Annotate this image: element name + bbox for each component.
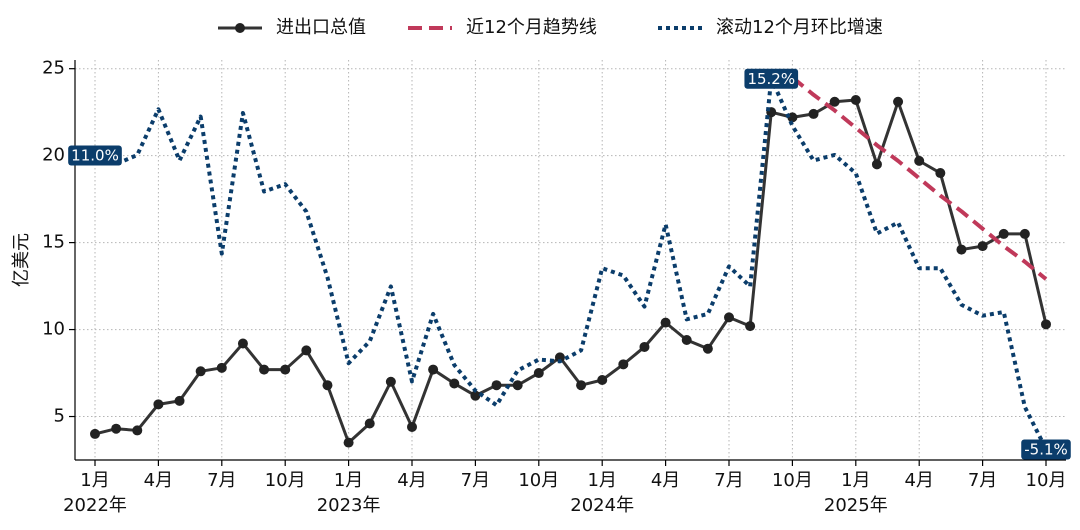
point: [871, 159, 882, 170]
x-tick-label: 4月: [904, 470, 933, 491]
point: [660, 317, 671, 328]
x-tick-label: 7月: [207, 470, 236, 491]
legend-label: 近12个月趋势线: [466, 17, 597, 38]
value-label-box: [744, 68, 799, 89]
x-tick-label: 10月: [518, 470, 559, 491]
x-tick-label: 7月: [968, 470, 997, 491]
point: [301, 345, 312, 356]
value-label: -5.1%: [1021, 439, 1071, 460]
point: [449, 378, 460, 389]
x-tick-label: 10月: [772, 470, 813, 491]
y-tick-label: 10: [42, 319, 65, 340]
point: [153, 399, 164, 410]
point: [998, 228, 1009, 239]
point: [533, 368, 544, 379]
x-year-label: 2025年: [824, 495, 888, 516]
point: [343, 437, 354, 448]
x-year-label: 2024年: [570, 495, 634, 516]
point: [216, 362, 227, 373]
legend-marker: [235, 23, 245, 33]
x-year-label: 2023年: [317, 495, 381, 516]
point: [132, 425, 143, 436]
point: [808, 108, 819, 119]
point: [364, 418, 375, 429]
point: [977, 241, 988, 252]
point: [956, 244, 967, 255]
point: [322, 380, 333, 391]
series-line: [94, 98, 1048, 445]
point: [850, 95, 861, 105]
value-label-text: -5.1%: [1024, 441, 1068, 459]
series-line: [94, 76, 1048, 450]
x-tick-label: 4月: [397, 470, 426, 491]
point: [385, 376, 396, 387]
x-tick-label: 1月: [587, 470, 616, 491]
y-tick-label: 15: [42, 232, 65, 253]
point: [90, 428, 100, 439]
point: [512, 380, 523, 391]
point: [576, 380, 587, 391]
value-label-text: 15.2%: [747, 70, 795, 88]
point: [407, 421, 417, 432]
series-line: [791, 75, 1048, 281]
point: [428, 364, 439, 375]
legend-label: 滚动12个月环比增速: [716, 17, 883, 38]
y-axis-label: 亿美元: [11, 233, 32, 287]
legend-label: 进出口总值: [276, 17, 366, 38]
value-label-text: 11.0%: [71, 146, 119, 164]
point: [1041, 319, 1051, 330]
x-tick-label: 10月: [265, 470, 306, 491]
point: [724, 312, 734, 323]
x-tick-label: 10月: [1026, 470, 1067, 491]
point: [280, 364, 291, 375]
x-tick-label: 7月: [461, 470, 490, 491]
point: [618, 359, 629, 370]
value-label-box: [1021, 439, 1071, 460]
point: [829, 96, 840, 107]
point: [491, 380, 502, 391]
value-label: 11.0%: [68, 145, 122, 166]
point: [259, 364, 270, 375]
point: [1019, 228, 1030, 239]
point: [554, 352, 565, 363]
point: [914, 155, 925, 166]
point: [470, 390, 481, 401]
value-label: 15.2%: [744, 68, 799, 89]
point: [597, 375, 608, 385]
point: [174, 395, 185, 406]
point: [935, 168, 946, 179]
point: [111, 423, 122, 434]
point: [893, 96, 904, 107]
point: [702, 343, 713, 354]
point: [639, 341, 650, 352]
point: [237, 338, 248, 349]
y-tick-label: 25: [42, 58, 65, 79]
x-tick-label: 7月: [714, 470, 743, 491]
x-tick-label: 1月: [80, 470, 109, 491]
x-tick-label: 1月: [841, 470, 870, 491]
x-tick-label: 1月: [334, 470, 363, 491]
x-tick-label: 4月: [651, 470, 680, 491]
x-tick-label: 4月: [144, 470, 173, 491]
point: [681, 335, 692, 345]
point: [745, 321, 756, 332]
point: [195, 366, 206, 377]
x-year-label: 2022年: [63, 495, 127, 516]
y-tick-label: 5: [54, 406, 65, 427]
y-tick-label: 20: [42, 145, 65, 166]
point: [787, 112, 798, 123]
value-label-box: [68, 145, 122, 166]
